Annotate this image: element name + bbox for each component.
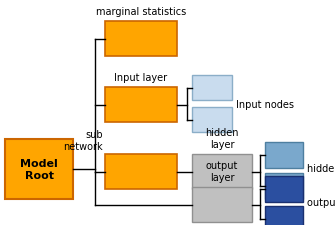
- FancyBboxPatch shape: [265, 176, 303, 202]
- Text: output
layer: output layer: [206, 161, 238, 182]
- Text: hidden nodes: hidden nodes: [307, 163, 335, 173]
- FancyBboxPatch shape: [105, 88, 177, 122]
- FancyBboxPatch shape: [265, 173, 303, 199]
- Text: sub
network: sub network: [63, 130, 103, 151]
- FancyBboxPatch shape: [192, 187, 252, 222]
- Text: output nodes: output nodes: [307, 197, 335, 207]
- FancyBboxPatch shape: [192, 154, 252, 189]
- Text: Input nodes: Input nodes: [236, 99, 294, 110]
- Text: hidden
layer: hidden layer: [205, 128, 239, 149]
- FancyBboxPatch shape: [192, 76, 232, 101]
- FancyBboxPatch shape: [105, 154, 177, 189]
- Text: Input layer: Input layer: [115, 73, 168, 83]
- FancyBboxPatch shape: [5, 139, 73, 199]
- FancyBboxPatch shape: [192, 108, 232, 132]
- FancyBboxPatch shape: [265, 142, 303, 168]
- FancyBboxPatch shape: [105, 22, 177, 57]
- Text: Model
Root: Model Root: [20, 158, 58, 180]
- FancyBboxPatch shape: [265, 206, 303, 225]
- Text: marginal statistics: marginal statistics: [96, 7, 186, 17]
